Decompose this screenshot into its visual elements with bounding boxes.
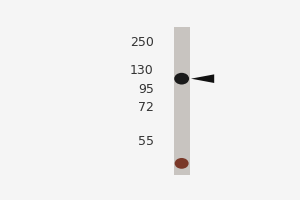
- Polygon shape: [191, 74, 214, 83]
- Text: 250: 250: [130, 36, 154, 49]
- Text: 95: 95: [138, 83, 154, 96]
- Ellipse shape: [174, 73, 189, 85]
- Text: 72: 72: [138, 101, 154, 114]
- Text: 130: 130: [130, 64, 154, 77]
- Text: 55: 55: [138, 135, 154, 148]
- Bar: [173, 27, 190, 175]
- Ellipse shape: [175, 158, 189, 169]
